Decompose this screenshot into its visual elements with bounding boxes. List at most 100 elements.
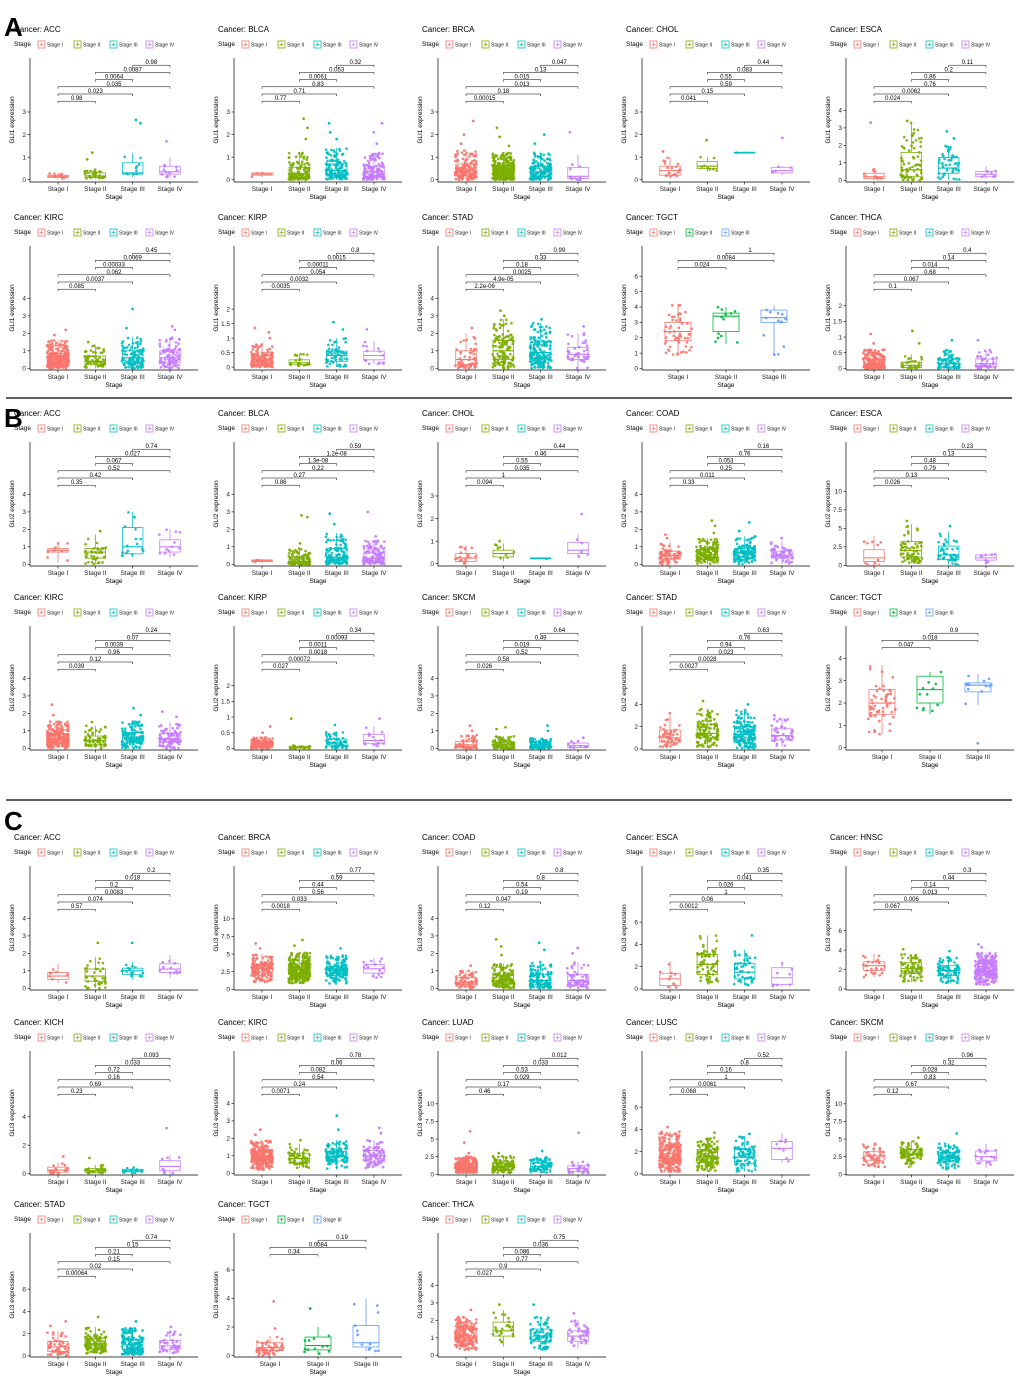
p-value-label: 1.3e-08 xyxy=(308,459,329,465)
significance-bracket: 0.83 xyxy=(261,82,375,89)
data-point xyxy=(751,554,754,557)
data-point xyxy=(674,319,678,322)
data-point xyxy=(567,351,571,354)
data-point xyxy=(289,549,292,553)
p-value-label: 0.55 xyxy=(720,75,732,81)
significance-bracket: 0.59 xyxy=(336,444,375,452)
data-point xyxy=(864,174,868,178)
p-value-label: 0.25 xyxy=(720,466,732,472)
outlier-point xyxy=(302,117,306,121)
x-tick-label: Stage III xyxy=(325,186,349,193)
data-point xyxy=(454,153,457,156)
x-tick-label: Stage II xyxy=(288,186,311,193)
data-point xyxy=(536,154,540,158)
p-value-label: 0.024 xyxy=(694,263,710,269)
p-value-label: 0.44 xyxy=(757,60,769,66)
significance-bracket: 0.013 xyxy=(465,82,579,89)
legend-symbol xyxy=(349,228,358,237)
outlier-point xyxy=(91,151,94,154)
data-point xyxy=(492,156,496,160)
data-point xyxy=(364,358,367,362)
p-value-label: 0.27 xyxy=(293,473,305,479)
data-point xyxy=(945,352,948,356)
data-point xyxy=(902,556,906,559)
data-point xyxy=(686,322,689,325)
outlier-point xyxy=(139,121,142,125)
data-point xyxy=(532,166,536,169)
data-point xyxy=(937,358,940,361)
data-point xyxy=(873,348,877,352)
data-point xyxy=(493,333,496,337)
p-value-label: 0.1 xyxy=(888,284,897,290)
data-point xyxy=(469,347,473,351)
data-point xyxy=(544,331,548,335)
legend-title: Stage xyxy=(422,425,439,432)
x-tick-label: Stage IV xyxy=(566,570,592,577)
y-tick-label: 3 xyxy=(22,313,26,320)
panel-title: Cancer: CHOL xyxy=(626,25,679,34)
y-tick-label: 3 xyxy=(22,109,26,116)
data-point xyxy=(464,173,468,177)
data-point xyxy=(165,175,169,179)
y-tick-label: 0 xyxy=(22,177,26,184)
data-point xyxy=(270,354,273,358)
outlier-point xyxy=(737,529,741,533)
x-tick-label: Stage II xyxy=(84,186,107,193)
data-point xyxy=(305,353,309,357)
data-point xyxy=(733,549,736,552)
data-point xyxy=(586,355,590,359)
p-value-label: 0.024 xyxy=(885,96,901,102)
data-point xyxy=(736,551,740,555)
y-tick-label: 2 xyxy=(226,306,230,313)
panel-title: Cancer: ESCA xyxy=(830,409,883,418)
data-point xyxy=(662,544,666,548)
data-point xyxy=(537,336,541,340)
data-point xyxy=(301,555,304,559)
data-point xyxy=(539,173,543,177)
data-point xyxy=(511,335,514,339)
data-point xyxy=(95,541,99,545)
significance-bracket: 0.054 xyxy=(261,270,375,277)
data-point xyxy=(60,549,64,553)
data-point xyxy=(342,337,346,341)
data-point xyxy=(298,358,301,362)
p-value-label: 0.86 xyxy=(924,75,936,81)
p-value-label: 0.42 xyxy=(89,473,101,479)
legend-symbol xyxy=(349,424,358,433)
x-tick-label: Stage I xyxy=(668,374,689,381)
data-point xyxy=(991,362,995,366)
data-point xyxy=(160,361,164,365)
significance-bracket: 4.9e-05 xyxy=(465,277,541,284)
legend-symbol xyxy=(109,228,118,237)
data-point xyxy=(339,533,343,537)
data-point xyxy=(337,553,340,556)
p-value-label: 0.015 xyxy=(514,75,530,81)
data-point xyxy=(540,344,544,347)
data-point xyxy=(158,551,162,555)
data-point xyxy=(672,330,676,333)
data-point xyxy=(911,141,915,144)
box-group xyxy=(863,121,885,181)
data-point xyxy=(287,172,291,176)
data-point xyxy=(305,156,309,159)
data-point xyxy=(535,170,539,174)
data-point xyxy=(126,549,130,553)
data-point xyxy=(376,554,379,558)
data-point xyxy=(666,562,670,566)
data-point xyxy=(46,556,49,559)
legend-label: Stage III xyxy=(119,427,138,433)
data-point xyxy=(325,156,328,159)
data-point xyxy=(124,350,127,353)
legend-symbol xyxy=(481,40,490,49)
data-point xyxy=(57,349,60,353)
box-group xyxy=(528,318,553,370)
data-point xyxy=(377,549,381,552)
data-point xyxy=(335,558,339,562)
x-axis-label: Stage xyxy=(922,578,939,585)
p-value-label: 0.98 xyxy=(145,60,157,66)
data-point xyxy=(703,558,707,562)
data-point xyxy=(664,558,667,562)
data-point xyxy=(913,164,917,167)
data-point xyxy=(939,366,943,370)
data-point xyxy=(716,336,720,340)
